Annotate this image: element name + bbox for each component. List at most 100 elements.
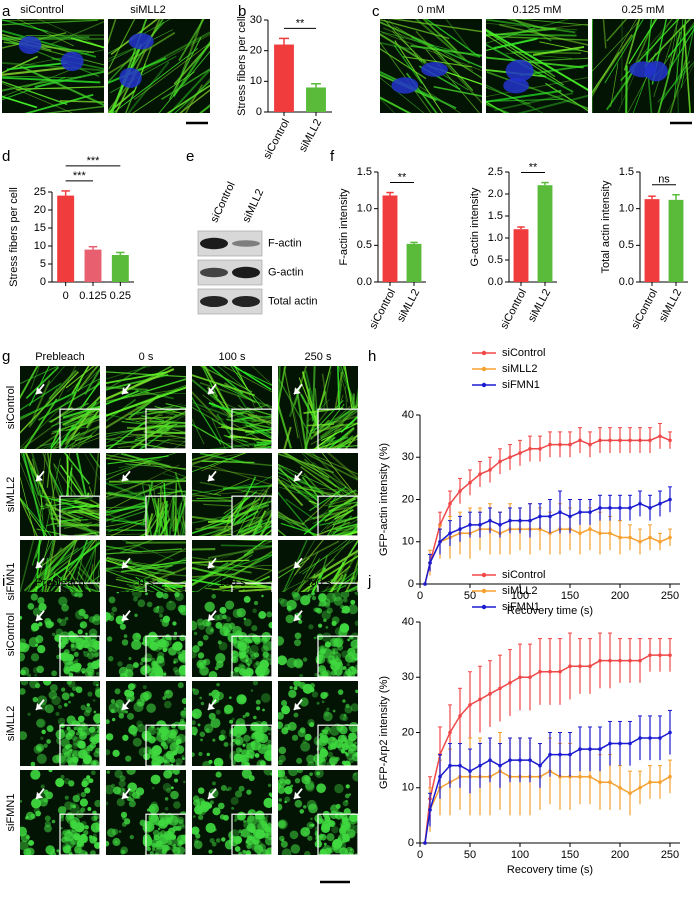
granule xyxy=(245,840,249,844)
point xyxy=(628,535,632,540)
granule xyxy=(164,797,169,801)
granule xyxy=(79,798,89,807)
fiber xyxy=(85,509,100,517)
point xyxy=(518,451,522,455)
fiber xyxy=(20,497,48,536)
granule xyxy=(43,797,49,803)
fiber xyxy=(40,496,90,510)
granule xyxy=(95,686,100,693)
fiber xyxy=(659,60,691,104)
granule xyxy=(20,638,26,645)
arrow-head xyxy=(294,702,301,710)
fiber xyxy=(319,409,358,438)
fiber xyxy=(311,366,316,422)
granule xyxy=(304,780,315,790)
granule xyxy=(68,700,71,704)
granule xyxy=(336,841,346,851)
granule xyxy=(85,706,92,713)
fiber xyxy=(657,61,694,103)
fiber xyxy=(278,463,334,503)
fiber xyxy=(71,425,100,441)
granule xyxy=(106,770,110,774)
fiber xyxy=(539,41,588,53)
inset-frame xyxy=(145,408,186,449)
point xyxy=(608,506,612,510)
x-tick-label: siMLL2 xyxy=(297,117,324,154)
granule xyxy=(327,736,338,747)
fiber xyxy=(278,514,305,526)
granule xyxy=(193,840,203,849)
granule xyxy=(234,790,243,798)
fiber xyxy=(192,559,250,564)
granule xyxy=(31,622,40,632)
granule xyxy=(48,621,55,627)
point xyxy=(578,438,582,443)
granule xyxy=(294,632,302,640)
fiber xyxy=(141,420,174,437)
granule xyxy=(131,683,137,689)
fiber xyxy=(2,69,72,98)
granule xyxy=(165,787,172,794)
fiber xyxy=(72,510,100,522)
fiber xyxy=(380,77,425,113)
granule xyxy=(245,657,253,666)
point xyxy=(518,758,522,762)
granule xyxy=(106,840,110,847)
granule xyxy=(311,592,315,596)
fiber xyxy=(43,105,104,113)
granule xyxy=(299,809,305,814)
granule xyxy=(123,634,128,638)
granule xyxy=(85,632,88,636)
point xyxy=(578,747,582,751)
point xyxy=(638,501,642,506)
fiber xyxy=(250,438,272,449)
granule xyxy=(245,712,250,717)
granule xyxy=(66,726,71,731)
granule xyxy=(229,719,234,724)
fiber xyxy=(392,31,433,69)
granule xyxy=(243,819,247,823)
micrograph xyxy=(278,453,358,536)
point xyxy=(568,514,572,519)
granule xyxy=(246,749,255,759)
point xyxy=(578,774,582,779)
granule xyxy=(40,784,45,789)
fiber xyxy=(51,416,100,433)
granule xyxy=(286,599,297,611)
granule xyxy=(225,600,235,610)
inset-frame xyxy=(317,724,358,766)
granule xyxy=(199,731,206,738)
fiber xyxy=(130,31,210,77)
fiber xyxy=(109,55,177,94)
granule xyxy=(321,670,329,677)
fiber xyxy=(486,85,544,113)
point xyxy=(628,791,632,796)
fiber xyxy=(173,440,186,449)
granule xyxy=(296,770,304,774)
granule xyxy=(106,719,110,725)
granule xyxy=(262,656,269,664)
fiber xyxy=(119,478,186,493)
fiber xyxy=(62,405,100,419)
granule xyxy=(148,748,155,755)
granule xyxy=(354,592,358,596)
fiber xyxy=(486,101,506,113)
granule xyxy=(332,738,335,741)
fiber xyxy=(168,68,210,113)
granule xyxy=(142,685,147,690)
granule xyxy=(304,776,310,782)
granule xyxy=(171,723,177,729)
granule xyxy=(255,813,266,823)
granule xyxy=(341,749,345,754)
granule xyxy=(255,735,262,743)
x-tick-label: siMLL2 xyxy=(526,287,553,324)
granule xyxy=(23,644,28,649)
granule xyxy=(315,739,322,746)
fiber xyxy=(604,19,644,84)
granule xyxy=(344,821,351,827)
point xyxy=(648,780,652,785)
fiber xyxy=(106,366,147,391)
granule xyxy=(106,784,115,795)
fiber xyxy=(289,390,303,449)
fiber xyxy=(107,415,154,449)
